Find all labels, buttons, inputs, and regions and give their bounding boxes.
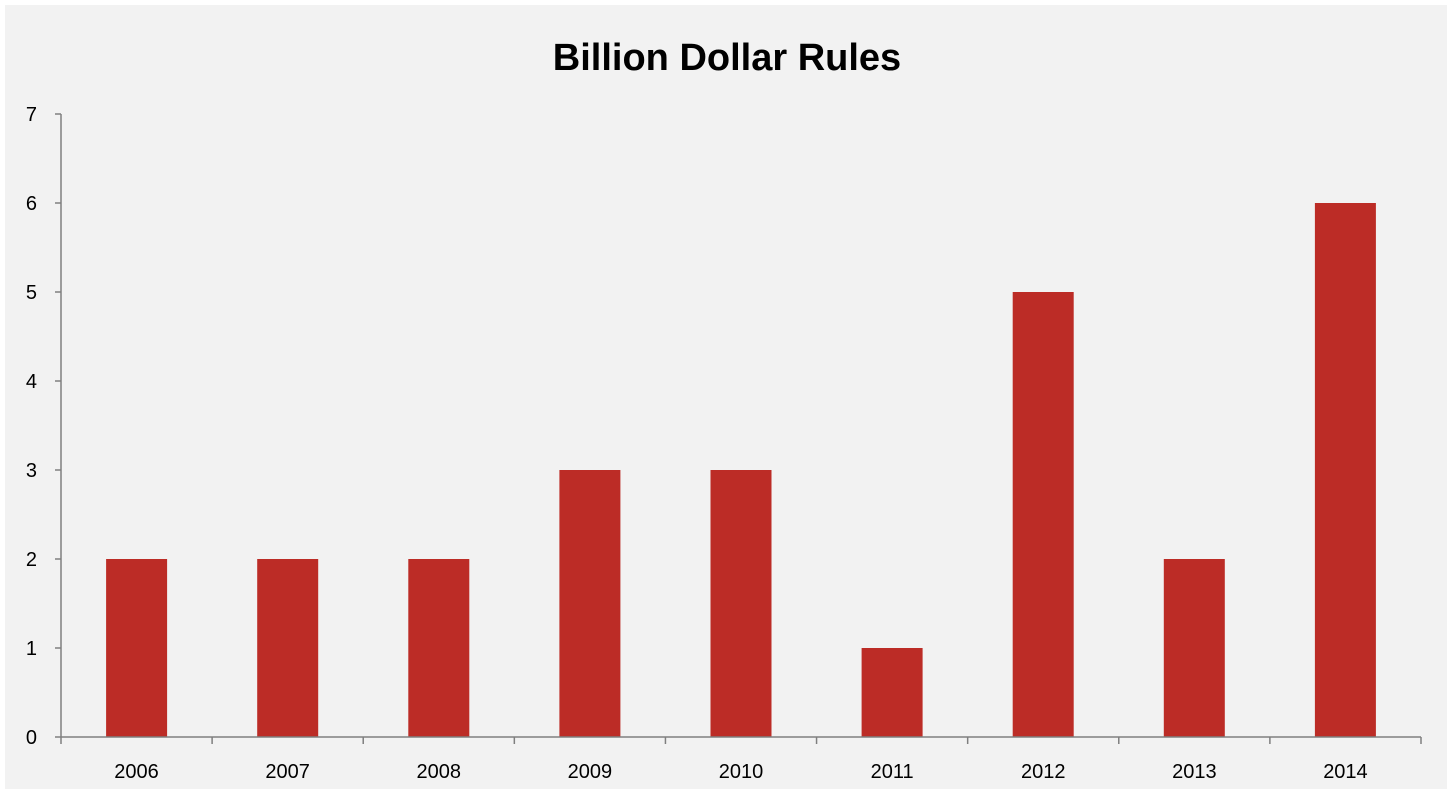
x-tick-label: 2013 [1172,761,1217,783]
bar-2009 [559,470,621,737]
x-tick-label: 2012 [1021,761,1066,783]
x-tick-label: 2009 [568,761,613,783]
y-tick-label: 5 [26,282,37,304]
x-tick-label: 2007 [265,761,310,783]
x-tick-label: 2010 [719,761,764,783]
y-tick-label: 1 [26,638,37,660]
y-tick-label: 4 [26,371,37,393]
bar-2012 [1012,292,1074,737]
bar-2013 [1163,559,1225,737]
y-tick-label: 0 [26,727,37,749]
bar-2008 [408,559,470,737]
bar-2006 [106,559,168,737]
y-tick-label: 2 [26,549,37,571]
axes-layer [55,113,1422,744]
chart-title: Billion Dollar Rules [553,37,901,79]
bar-2011 [861,648,923,737]
x-tick-label: 2014 [1323,761,1368,783]
bar-2010 [710,470,772,737]
bar-2014 [1314,203,1376,737]
bar-2007 [257,559,319,737]
bars-layer [106,203,1376,737]
y-tick-label: 3 [26,460,37,482]
labels-layer: 0 1 2 3 4 5 6 7 2006 2007 2008 2009 2010 2011 2012 2013… [26,104,1368,783]
y-tick-label: 7 [26,104,37,126]
x-tick-label: 2011 [871,761,914,783]
x-tick-label: 2006 [114,761,159,783]
x-tick-label: 2008 [417,761,462,783]
y-tick-label: 6 [26,193,37,215]
